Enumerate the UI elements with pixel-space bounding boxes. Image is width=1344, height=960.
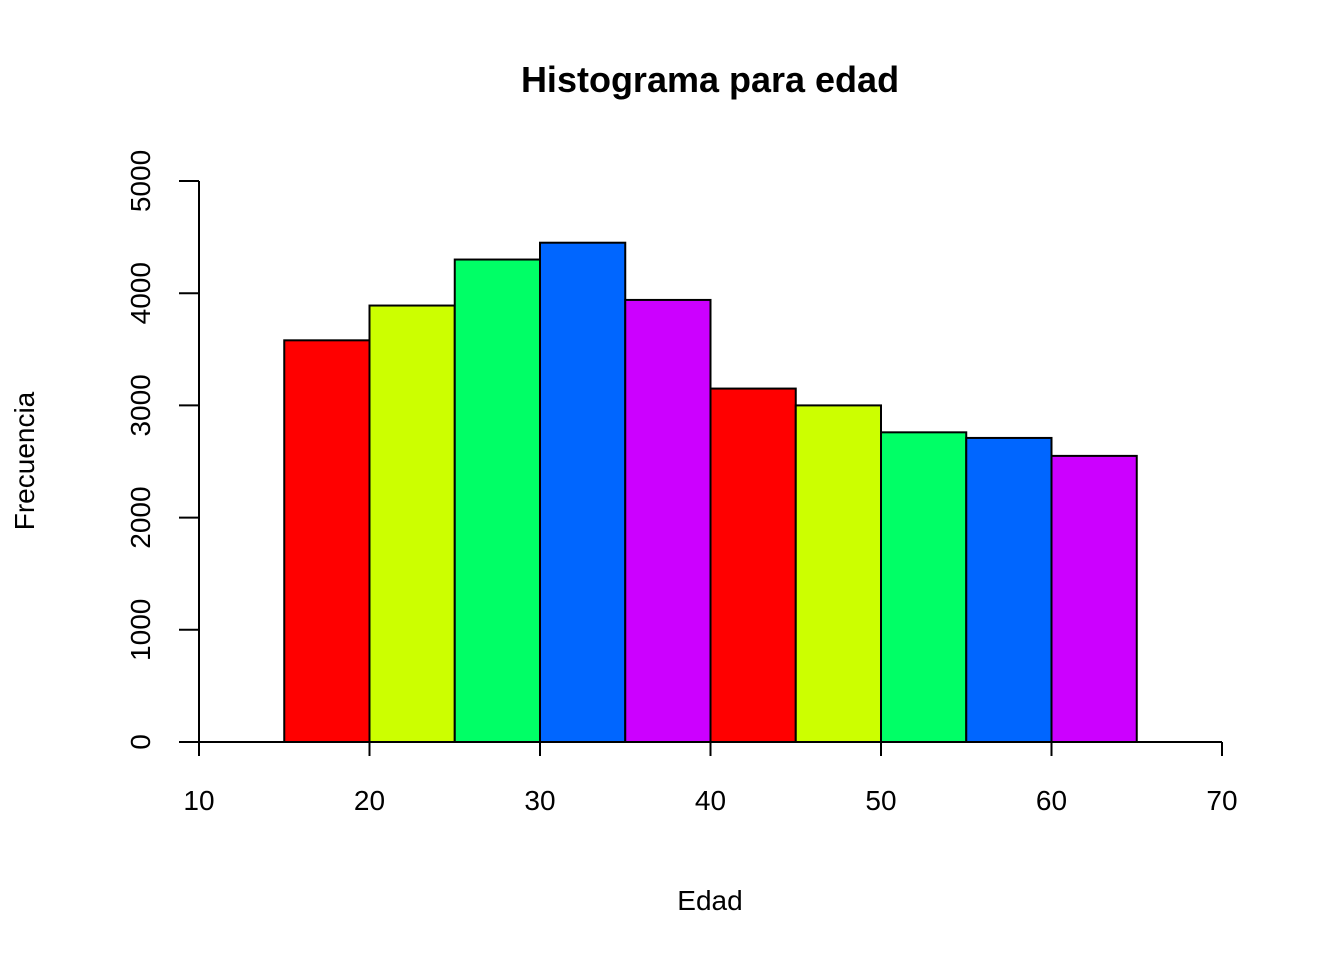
- histogram-bar-5: [624, 298, 712, 743]
- x-tick-label-10: 10: [183, 785, 214, 816]
- x-tick-label-20: 20: [354, 785, 385, 816]
- histogram-bar-9: [965, 436, 1053, 743]
- y-tick-label-1000: 1000: [125, 599, 156, 661]
- histogram-bar-6: [709, 387, 797, 743]
- histogram-bar-4: [539, 241, 627, 744]
- x-tick-label-60: 60: [1036, 785, 1067, 816]
- y-axis-label: Frecuencia: [9, 391, 40, 530]
- y-axis: 0 1000 2000 3000 4000 5000: [125, 150, 200, 750]
- x-tick-label-50: 50: [865, 785, 896, 816]
- x-axis-label: Edad: [677, 885, 742, 916]
- histogram-bar-8: [880, 431, 968, 743]
- histogram-bar-7: [794, 404, 882, 743]
- y-tick-label-4000: 4000: [125, 262, 156, 324]
- chart-title: Histograma para edad: [521, 59, 899, 100]
- y-tick-label-3000: 3000: [125, 374, 156, 436]
- x-tick-label-40: 40: [695, 785, 726, 816]
- x-tick-label-70: 70: [1206, 785, 1237, 816]
- y-tick-label-5000: 5000: [125, 150, 156, 212]
- x-axis: 10 20 30 40 50 60 70: [183, 741, 1238, 816]
- bars-group: [283, 241, 1138, 744]
- histogram-bar-1: [283, 339, 371, 743]
- y-tick-label-2000: 2000: [125, 486, 156, 548]
- y-tick-label-0: 0: [125, 734, 156, 750]
- histogram-bar-2: [368, 304, 456, 743]
- histogram-bar-3: [453, 258, 541, 743]
- x-tick-label-30: 30: [524, 785, 555, 816]
- histogram-bar-10: [1050, 454, 1138, 743]
